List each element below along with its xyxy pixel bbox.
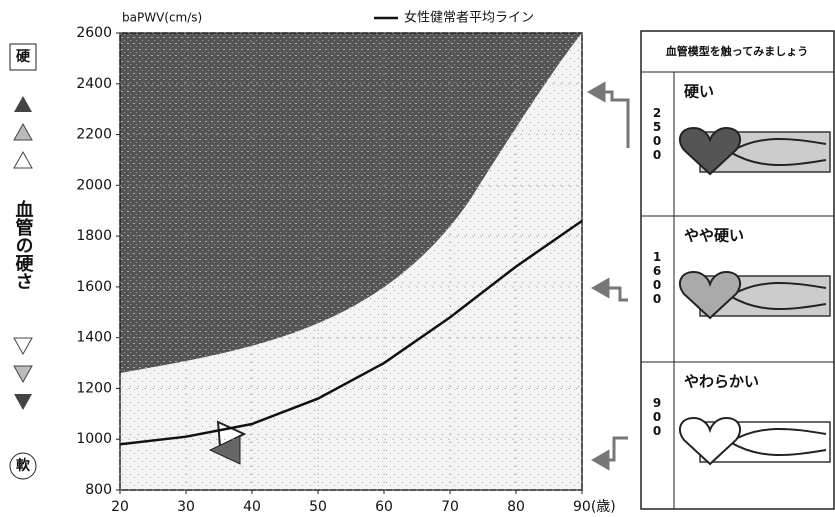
x-tick-label: 90(歳)	[573, 499, 616, 515]
y-tick-label: 2000	[76, 177, 112, 193]
x-tick-label: 70	[441, 499, 459, 515]
y-tick-label: 2400	[76, 76, 112, 92]
vessel-flow	[729, 137, 827, 167]
scale-caption: 血管の硬さ	[13, 199, 34, 290]
heart	[678, 270, 742, 320]
y-tick-label: 800	[85, 482, 112, 498]
y-axis-label: baPWV(cm/s)	[122, 11, 202, 25]
x-tick-label: 20	[111, 499, 129, 515]
soft-circle	[9, 452, 37, 480]
level-label: 硬い	[684, 83, 714, 101]
level-value: 2500	[650, 106, 664, 162]
level-label: やや硬い	[684, 227, 744, 245]
x-tick-label: 60	[375, 499, 393, 515]
vessel-flow	[729, 427, 827, 457]
x-tick-label: 40	[243, 499, 261, 515]
hard-label: 硬	[16, 49, 31, 65]
x-tick-label: 80	[507, 499, 525, 515]
model-panel: 血管模型を触ってみましょう 硬い 2500 やや硬い 1600 やわらかい 900	[640, 30, 835, 510]
x-tick-label: 30	[177, 499, 195, 515]
arrows	[586, 81, 630, 471]
heart	[678, 416, 742, 466]
y-tick-label: 2600	[76, 25, 112, 41]
left-scale: 硬 血管の硬さ 軟	[9, 43, 37, 480]
heart	[678, 126, 742, 176]
series-line	[119, 219, 583, 446]
level-label: やわらかい	[684, 373, 759, 391]
panel-title: 血管模型を触ってみましょう	[666, 44, 808, 58]
level-value: 1600	[650, 250, 664, 306]
y-tick-label: 1200	[76, 380, 112, 396]
legend-label: 女性健常者平均ライン	[404, 10, 534, 26]
y-tick-label: 1400	[76, 330, 112, 346]
x-tick-label: 50	[309, 499, 327, 515]
y-tick-label: 1600	[76, 279, 112, 295]
hard-box	[9, 43, 37, 71]
vessel-flow	[729, 281, 827, 311]
y-tick-label: 1800	[76, 228, 112, 244]
plot-background	[119, 32, 583, 491]
y-tick-label: 1000	[76, 431, 112, 447]
y-tick-label: 2200	[76, 127, 112, 143]
soft-label: 軟	[16, 457, 31, 474]
level-value: 900	[650, 396, 664, 438]
